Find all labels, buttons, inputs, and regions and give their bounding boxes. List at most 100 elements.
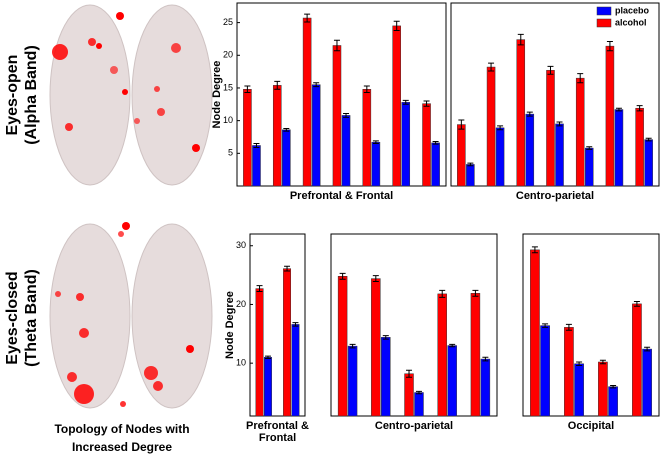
bar [516, 39, 526, 187]
bar [495, 127, 505, 187]
bar [437, 293, 447, 417]
plot-frame [450, 2, 660, 187]
bar [642, 348, 652, 417]
bar [255, 288, 264, 417]
brain-top [49, 4, 213, 186]
error-bar [415, 390, 422, 395]
row-label: (Theta Band) [23, 269, 40, 367]
bar [311, 84, 321, 187]
row-label: Eyes-closed [4, 271, 21, 364]
bar [282, 129, 291, 187]
error-bar [283, 127, 290, 132]
bar [644, 139, 653, 187]
bar [540, 325, 550, 417]
caption: Topology of Nodes with [54, 422, 189, 436]
error-bar [606, 41, 613, 52]
bar [392, 25, 401, 187]
error-bar [339, 272, 346, 280]
legend-label: alcohol [615, 17, 647, 27]
error-bar [333, 39, 340, 52]
bar [291, 324, 300, 417]
bar [283, 268, 292, 417]
bar [243, 89, 252, 187]
error-bar [313, 82, 320, 88]
bar [431, 142, 440, 187]
error-bar [363, 85, 370, 94]
error-bar [488, 62, 495, 72]
error-bar [576, 361, 583, 367]
bar [302, 17, 312, 187]
bar [252, 145, 261, 187]
error-bar [449, 343, 456, 348]
error-bar [599, 359, 606, 365]
bar [608, 386, 618, 417]
error-bar [274, 80, 281, 90]
y-tick-label: 20 [223, 50, 233, 60]
y-axis-label: Node Degree [224, 291, 236, 359]
x-axis-label: Prefrontal & Frontal [246, 420, 309, 444]
bar [530, 249, 540, 417]
error-bar [264, 355, 271, 359]
bar [635, 107, 644, 187]
bar [264, 357, 272, 417]
error-bar [636, 105, 643, 112]
bar [605, 45, 615, 187]
error-bar [372, 140, 379, 145]
bar [272, 85, 282, 187]
error-bar [292, 322, 299, 327]
error-bar [402, 99, 409, 105]
x-axis-label: Centro-parietal [515, 190, 595, 202]
bar [341, 115, 351, 187]
error-bar [439, 289, 446, 298]
error-bar [467, 162, 474, 167]
error-bar [343, 112, 350, 118]
error-bar [253, 143, 260, 148]
x-axis-label: Centro-parietal [374, 420, 454, 432]
error-bar [482, 356, 489, 362]
error-bar [577, 73, 584, 84]
x-axis-label: Prefrontal & Frontal [289, 190, 394, 202]
error-bar [497, 125, 504, 131]
error-bar [393, 20, 400, 31]
error-bar [256, 285, 263, 293]
bar [564, 327, 574, 417]
y-tick-label: 20 [236, 299, 246, 309]
bar [371, 278, 381, 417]
bar [525, 113, 535, 187]
error-bar [610, 384, 617, 389]
plot-frame [249, 233, 306, 417]
bar [584, 147, 594, 187]
error-bar [526, 111, 533, 117]
bar [404, 373, 414, 417]
error-bar [586, 146, 593, 150]
error-bar [633, 301, 640, 307]
bar [598, 361, 608, 417]
bar [614, 109, 624, 187]
error-bar [615, 107, 622, 112]
bar [546, 70, 555, 187]
bar [337, 276, 348, 417]
bar [480, 358, 491, 417]
error-bar [547, 65, 554, 75]
legend-label: placebo [615, 5, 650, 15]
bar [632, 303, 642, 417]
error-bar [458, 119, 465, 130]
bar [486, 66, 496, 187]
row-label: Eyes-open [4, 55, 21, 136]
error-bar [432, 141, 439, 145]
y-tick-label: 15 [223, 82, 233, 92]
plot-frame [330, 233, 498, 417]
bar [575, 77, 585, 187]
error-bar [517, 33, 524, 46]
bar [381, 337, 391, 417]
error-bar [244, 85, 251, 94]
bar [422, 103, 431, 187]
bar [447, 345, 457, 417]
bar [574, 363, 584, 417]
bar [371, 141, 381, 187]
bar [466, 164, 475, 187]
x-axis-label: Occipital [567, 420, 615, 432]
error-bar [423, 100, 430, 107]
error-bar [372, 275, 379, 283]
